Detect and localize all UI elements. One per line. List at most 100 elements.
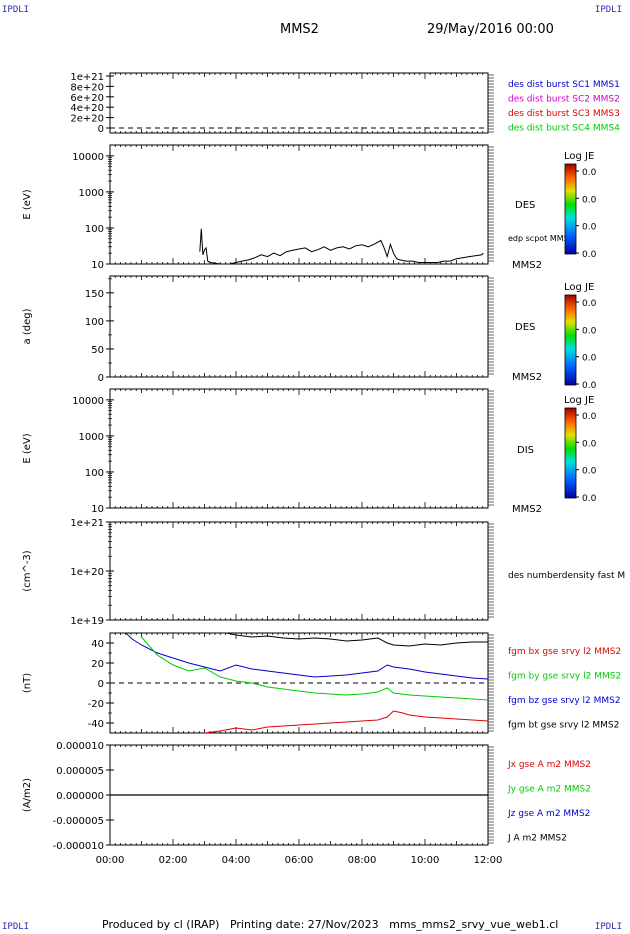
colorbar-2-tick-label: 0.0 bbox=[582, 381, 597, 391]
panel-6-legend-entry: fgm bx gse srvy l2 MMS2 bbox=[508, 647, 621, 657]
panel-3-ytick-label: 0 bbox=[98, 373, 104, 384]
panel-5-ytick-label: 1e+21 bbox=[70, 518, 104, 529]
panel-2-ytick-label: 10 bbox=[91, 260, 104, 271]
colorbar-1-tick-label: 0.0 bbox=[582, 250, 597, 260]
panel-6-legend-entry: fgm by gse srvy l2 MMS2 bbox=[508, 672, 621, 682]
panel-4-ytick-label: 10000 bbox=[72, 396, 104, 407]
panel-1-ytick-label: 8e+20 bbox=[70, 82, 104, 93]
panel-1-ytick-label: 1e+21 bbox=[70, 72, 104, 83]
panel-6-ytick-label: 20 bbox=[91, 659, 104, 670]
panel-2-ytick-label: 10000 bbox=[72, 152, 104, 163]
colorbar-2-tick-label: 0.0 bbox=[582, 326, 597, 336]
panel-7-legend-entry: J A m2 MMS2 bbox=[507, 834, 567, 844]
panel-6-ytick-label: 0 bbox=[98, 679, 104, 690]
time-axis-label: 06:00 bbox=[285, 855, 314, 866]
colorbar-2-tick-label: 0.0 bbox=[582, 354, 597, 364]
footer-credit: Produced by cl (IRAP) Printing date: 27/… bbox=[102, 918, 559, 931]
time-axis-label: 02:00 bbox=[159, 855, 188, 866]
panel-3-ylabel: a (deg) bbox=[22, 308, 33, 344]
time-axis-label: 12:00 bbox=[474, 855, 503, 866]
panel-4-side-label: DIS bbox=[517, 445, 534, 456]
panel-7-legend-entry: Jz gse A m2 MMS2 bbox=[507, 809, 590, 819]
panel-7-legend-entry: Jy gse A m2 MMS2 bbox=[507, 785, 591, 795]
panel-7-ytick-label: 0.000010 bbox=[56, 741, 104, 752]
panel-7-ylabel: (A/m2) bbox=[22, 778, 33, 812]
colorbar-3 bbox=[564, 407, 577, 499]
panel-4-ytick-label: 100 bbox=[85, 468, 104, 479]
panel-5-ylabel: (cm^-3) bbox=[22, 550, 33, 591]
panel-6-ytick-label: -40 bbox=[88, 719, 104, 730]
colorbar-1-tick-label: 0.0 bbox=[582, 195, 597, 205]
colorbar-2-title: Log JE bbox=[564, 282, 594, 293]
panel-4-ytick-label: 1000 bbox=[79, 432, 104, 443]
colorbar-2-tick-label: 0.0 bbox=[582, 299, 597, 309]
panel-1-ytick-label: 0 bbox=[98, 124, 104, 135]
panel-6-series-line bbox=[125, 632, 489, 680]
time-axis-label: 00:00 bbox=[96, 855, 125, 866]
panel-2-side-label: DES bbox=[515, 200, 535, 211]
panel-1-legend-entry: des dist burst SC3 MMS3 bbox=[508, 109, 620, 119]
spacecraft-title: MMS2 bbox=[280, 22, 319, 37]
colorbar-2 bbox=[564, 294, 577, 386]
panel-3-side-label: DES bbox=[515, 322, 535, 333]
time-axis-label: 10:00 bbox=[411, 855, 440, 866]
panel-1-frame bbox=[109, 72, 489, 134]
panel-2-ylabel: E (eV) bbox=[22, 189, 33, 219]
panel-6-series-line bbox=[141, 636, 489, 701]
panel-1-legend-entry: des dist burst SC2 MMS2 bbox=[508, 95, 620, 105]
panel-2-ytick-label: 1000 bbox=[79, 188, 104, 199]
panel-3-sc-label: MMS2 bbox=[512, 372, 542, 383]
colorbar-1-tick-label: 0.0 bbox=[582, 168, 597, 178]
panel-7-legend-entry: Jx gse A m2 MMS2 bbox=[507, 760, 591, 770]
panel-6-legend-entry: fgm bz gse srvy l2 MMS2 bbox=[508, 696, 621, 706]
panel-4-ytick-label: 10 bbox=[91, 504, 104, 515]
panel-6-ytick-label: -20 bbox=[88, 699, 104, 710]
colorbar-1-tick-label: 0.0 bbox=[582, 223, 597, 233]
panel-1-legend-entry: des dist burst SC1 MMS1 bbox=[508, 80, 620, 90]
panel-2-ytick-label: 100 bbox=[85, 224, 104, 235]
panel-3-frame bbox=[109, 275, 489, 378]
colorbar-1 bbox=[564, 163, 577, 255]
corner-label-top-right: IPDLI bbox=[594, 5, 622, 15]
time-axis-label: 04:00 bbox=[222, 855, 251, 866]
panel-7-ytick-label: 0.000000 bbox=[56, 791, 104, 802]
panel-2-frame bbox=[109, 144, 489, 265]
panel-6-series-line bbox=[204, 710, 489, 734]
colorbar-3-title: Log JE bbox=[564, 395, 594, 406]
panel-6-series-line bbox=[226, 632, 488, 647]
panel-5-ytick-label: 1e+20 bbox=[70, 567, 104, 578]
panel-7-ytick-label: -0.000010 bbox=[53, 841, 104, 852]
corner-label-top-left: IPDLI bbox=[2, 5, 30, 15]
panel-5-ytick-label: 1e+19 bbox=[70, 616, 104, 627]
colorbar-3-tick-label: 0.0 bbox=[582, 494, 597, 504]
panel-3-ytick-label: 150 bbox=[85, 289, 104, 300]
datetime-title: 29/May/2016 00:00 bbox=[427, 22, 554, 37]
panel-2-scpot-line bbox=[199, 228, 484, 265]
panel-4-ylabel: E (eV) bbox=[22, 433, 33, 463]
panel-1-ytick-label: 4e+20 bbox=[70, 103, 104, 114]
panel-6-legend-entry: fgm bt gse srvy l2 MMS2 bbox=[508, 721, 619, 731]
panel-7-ytick-label: -0.000005 bbox=[53, 816, 104, 827]
panel-4-sc-label: MMS2 bbox=[512, 504, 542, 515]
panel-6-ylabel: (nT) bbox=[22, 673, 33, 693]
time-axis-label: 08:00 bbox=[348, 855, 377, 866]
panel-5-frame bbox=[109, 521, 489, 621]
panel-6-ytick-label: 40 bbox=[91, 639, 104, 650]
colorbar-3-tick-label: 0.0 bbox=[582, 439, 597, 449]
panel-2-trace-label: edp scpot MMS2 bbox=[508, 234, 574, 243]
panel-1-legend-entry: des dist burst SC4 MMS4 bbox=[508, 124, 620, 134]
colorbar-1-title: Log JE bbox=[564, 151, 594, 162]
panel-3-ytick-label: 100 bbox=[85, 317, 104, 328]
panel-3-ytick-label: 50 bbox=[91, 345, 104, 356]
panel-5-legend: des numberdensity fast M bbox=[508, 571, 625, 581]
panel-4-frame bbox=[109, 388, 489, 509]
panel-1-ytick-label: 2e+20 bbox=[70, 114, 104, 125]
panel-2-sc-label: MMS2 bbox=[512, 260, 542, 271]
colorbar-3-tick-label: 0.0 bbox=[582, 467, 597, 477]
corner-label-bottom-right: IPDLI bbox=[594, 922, 622, 932]
panel-7-ytick-label: 0.000005 bbox=[56, 766, 104, 777]
corner-label-bottom-left: IPDLI bbox=[2, 922, 30, 932]
panel-1-ytick-label: 6e+20 bbox=[70, 93, 104, 104]
colorbar-3-tick-label: 0.0 bbox=[582, 412, 597, 422]
